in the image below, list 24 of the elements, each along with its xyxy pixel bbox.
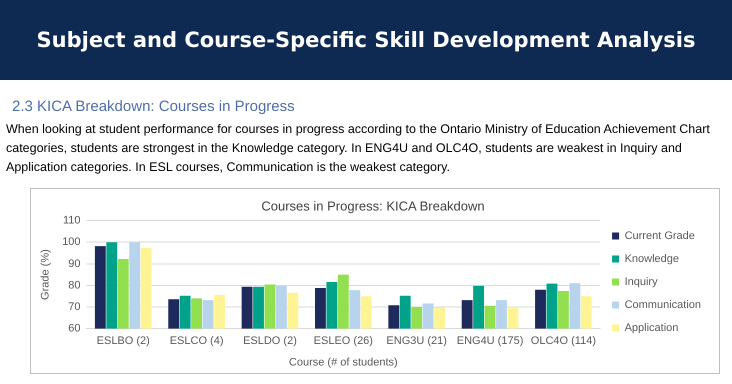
chart-subtitle: 2.3 KICA Breakdown: Courses in Progress [12,98,295,115]
text: When looking at student performance for courses in progress according to the Ontario Ministry of Education Achievement Chart categories, students are strongest in the Knowledge category. In ENG4U and OLC4O, students are weakest in Inquiry and Application categories. In ESL courses, Communication is the weakest category. [6,121,711,176]
y-axis-title: Grade (%) [40,249,52,300]
text: Subject and Course-Specific Skill Development Analysis [0,0,732,80]
x-tick-label: ESLBO (2) [96,335,150,348]
x-tick-label: ESLDO (2) [243,335,297,348]
x-axis-title: Course (# of students) [288,356,398,368]
x-tick-label: ENG3U (21) [386,335,447,348]
legend-label: Inquiry [624,276,658,288]
y-tick-label: 80 [68,279,81,292]
chart-title: Courses in Progress: KICA Breakdown [261,198,485,214]
y-tick-label: 70 [68,301,81,314]
y-tick-label: 90 [68,258,81,270]
legend-label: Knowledge [624,253,680,266]
legend-label: Current Grade [624,230,695,242]
y-tick-label: 100 [62,236,81,248]
x-tick-label: ENG4U (175) [456,335,524,348]
x-tick-label: ESLCO (4) [170,335,224,348]
legend-label: Communication [624,299,701,312]
x-tick-label: ESLEO (26) [314,335,373,348]
y-tick-label: 110 [63,214,81,227]
legend-label: Application [624,322,678,334]
x-tick-label: OLC4O (114) [530,335,596,348]
y-tick-label: 60 [68,322,81,335]
